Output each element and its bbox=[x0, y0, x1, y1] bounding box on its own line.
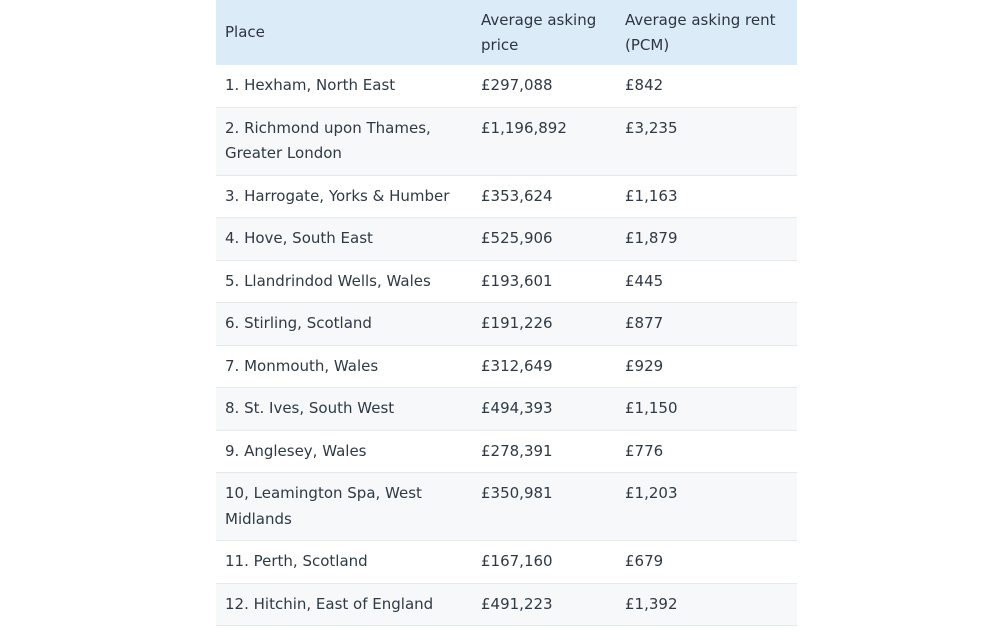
table-row: 3. Harrogate, Yorks & Humber £353,624 £1… bbox=[216, 175, 797, 218]
cell-rent: £1,203 bbox=[625, 484, 678, 502]
cell-rent: £776 bbox=[625, 441, 664, 460]
cell-place: 6. Stirling, Scotland bbox=[225, 314, 372, 332]
cell-price: £278,391 bbox=[481, 441, 553, 460]
table-row: 2. Richmond upon Thames, Greater London … bbox=[216, 107, 797, 175]
cell-rent: £929 bbox=[625, 356, 664, 375]
cell-rent: £1,392 bbox=[625, 594, 678, 613]
cell-price: £167,160 bbox=[481, 552, 553, 570]
cell-price: £297,088 bbox=[481, 76, 553, 94]
table-header: Place Average asking price Average askin… bbox=[216, 0, 797, 65]
table-row: 10, Leamington Spa, West Midlands £350,9… bbox=[216, 472, 797, 541]
cell-place: 9. Anglesey, Wales bbox=[225, 441, 367, 460]
table-row: 5. Llandrindod Wells, Wales £193,601 £44… bbox=[216, 260, 797, 303]
cell-place: 12. Hitchin, East of England bbox=[225, 594, 434, 613]
cell-price: £494,393 bbox=[481, 399, 553, 417]
places-table-container: Place Average asking price Average askin… bbox=[216, 0, 797, 626]
header-average-asking-rent: Average asking rent (PCM) bbox=[625, 10, 776, 54]
cell-place: 10, Leamington Spa, West Midlands bbox=[225, 484, 422, 528]
cell-place: 8. St. Ives, South West bbox=[225, 399, 395, 417]
cell-rent: £679 bbox=[625, 552, 664, 570]
cell-place: 3. Harrogate, Yorks & Humber bbox=[225, 186, 450, 205]
cell-place: 11. Perth, Scotland bbox=[225, 552, 368, 570]
table-row: 11. Perth, Scotland £167,160 £679 bbox=[216, 541, 797, 583]
cell-rent: £842 bbox=[625, 76, 664, 94]
cell-place: 7. Monmouth, Wales bbox=[225, 356, 379, 375]
cell-rent: £3,235 bbox=[625, 118, 678, 137]
table-row: 6. Stirling, Scotland £191,226 £877 bbox=[216, 302, 797, 345]
cell-rent: £1,879 bbox=[625, 229, 678, 247]
table-row: 9. Anglesey, Wales £278,391 £776 bbox=[216, 430, 797, 473]
cell-rent: £1,163 bbox=[625, 186, 678, 205]
header-average-asking-price: Average asking price bbox=[481, 10, 597, 54]
table-body: 1. Hexham, North East £297,088 £842 2. R… bbox=[216, 65, 797, 626]
cell-rent: £445 bbox=[625, 271, 664, 290]
cell-place: 2. Richmond upon Thames, Greater London bbox=[225, 118, 431, 163]
cell-price: £191,226 bbox=[481, 314, 553, 332]
cell-price: £525,906 bbox=[481, 229, 553, 247]
cell-price: £350,981 bbox=[481, 484, 553, 502]
cell-price: £491,223 bbox=[481, 594, 553, 613]
cell-place: 4. Hove, South East bbox=[225, 229, 373, 247]
table-row: 4. Hove, South East £525,906 £1,879 bbox=[216, 217, 797, 260]
cell-price: £312,649 bbox=[481, 356, 553, 375]
cell-price: £193,601 bbox=[481, 271, 553, 290]
cell-price: £1,196,892 bbox=[481, 118, 567, 137]
cell-rent: £877 bbox=[625, 314, 664, 332]
cell-price: £353,624 bbox=[481, 186, 553, 205]
cell-rent: £1,150 bbox=[625, 399, 678, 417]
table-row: 8. St. Ives, South West £494,393 £1,150 bbox=[216, 387, 797, 430]
places-table: Place Average asking price Average askin… bbox=[216, 0, 797, 626]
cell-place: 5. Llandrindod Wells, Wales bbox=[225, 271, 431, 290]
table-row: 12. Hitchin, East of England £491,223 £1… bbox=[216, 583, 797, 626]
table-row: 1. Hexham, North East £297,088 £842 bbox=[216, 65, 797, 107]
table-row: 7. Monmouth, Wales £312,649 £929 bbox=[216, 345, 797, 388]
cell-place: 1. Hexham, North East bbox=[225, 76, 396, 94]
header-row: Place Average asking price Average askin… bbox=[216, 0, 797, 65]
header-place: Place bbox=[225, 23, 265, 41]
